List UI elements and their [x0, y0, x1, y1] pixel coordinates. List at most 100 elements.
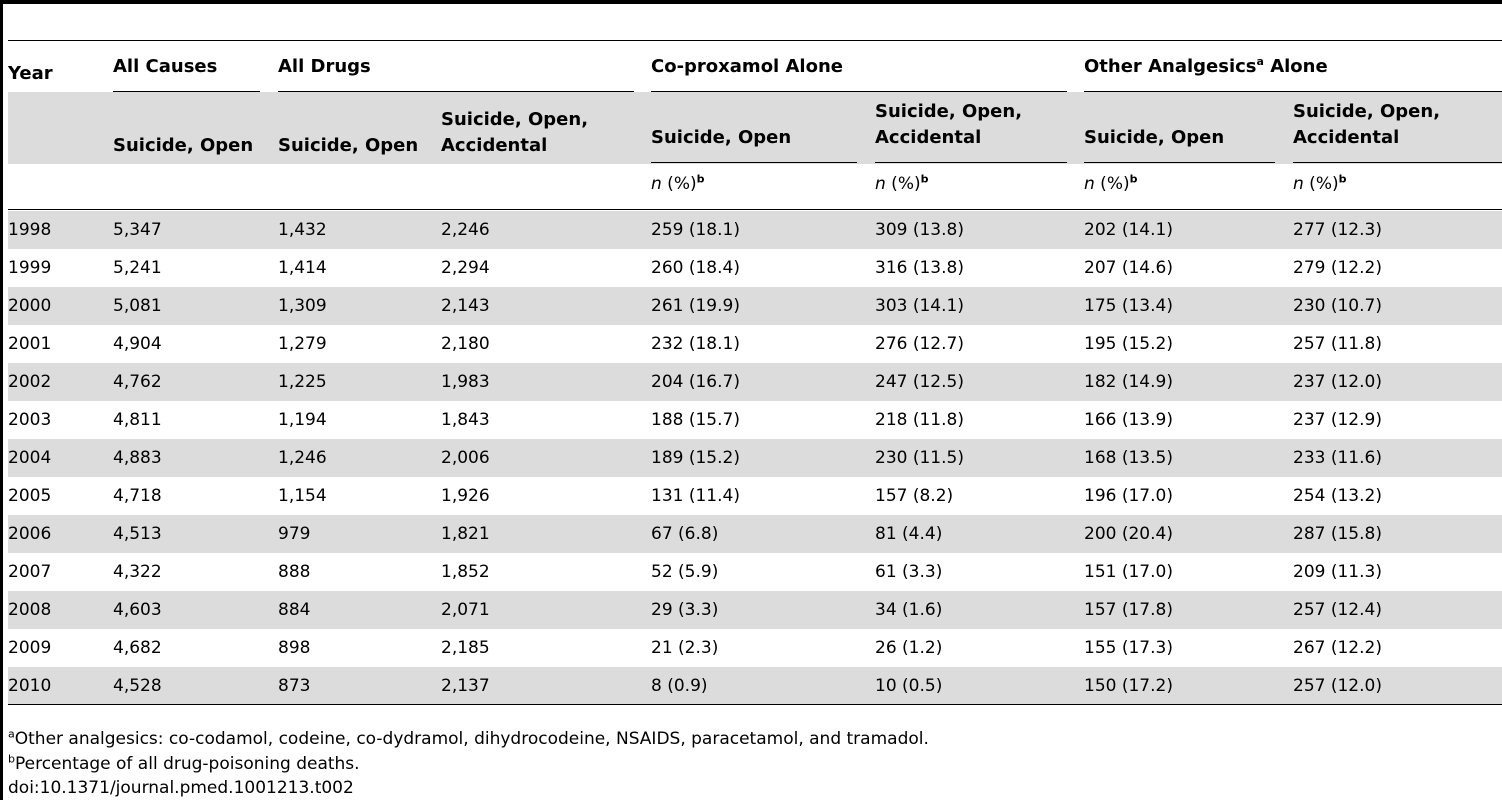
header-year: Year — [8, 63, 53, 84]
cell-year: 2007 — [8, 562, 52, 582]
cell-all-drugs-soa: 1,852 — [441, 562, 490, 582]
cell-all-drugs-so: 888 — [278, 562, 311, 582]
cell-coproxamol-so: 232 (18.1) — [651, 334, 740, 354]
cell-all-causes: 5,241 — [113, 258, 162, 278]
subheader-all-drugs-soa-line2: Accidental — [441, 135, 548, 156]
table-top-rule — [0, 0, 1502, 4]
cell-other-soa: 230 (10.7) — [1293, 296, 1382, 316]
cell-coproxamol-so: 259 (18.1) — [651, 220, 740, 240]
header-other-analgesics-alone: Other Analgesicsa Alone — [1084, 55, 1328, 79]
cell-coproxamol-soa: 303 (14.1) — [875, 296, 964, 316]
cell-coproxamol-soa: 34 (1.6) — [875, 600, 943, 620]
table-row: 2010 4,528 873 2,137 8 (0.9) 10 (0.5) 150 (17.… — [8, 667, 1502, 705]
cell-coproxamol-soa: 157 (8.2) — [875, 486, 954, 506]
cell-coproxamol-so: 131 (11.4) — [651, 486, 740, 506]
cell-other-soa: 277 (12.3) — [1293, 220, 1382, 240]
cell-all-causes: 4,718 — [113, 486, 162, 506]
cell-coproxamol-soa: 276 (12.7) — [875, 334, 964, 354]
cell-all-drugs-soa: 1,983 — [441, 372, 490, 392]
cell-other-so: 200 (20.4) — [1084, 524, 1173, 544]
cell-all-causes: 4,762 — [113, 372, 162, 392]
cp-soa-underline — [875, 162, 1067, 163]
cell-all-drugs-so: 898 — [278, 638, 311, 658]
cell-all-drugs-so: 873 — [278, 676, 311, 696]
cell-all-drugs-so: 979 — [278, 524, 311, 544]
cell-all-drugs-soa: 2,137 — [441, 676, 490, 696]
cell-year: 2003 — [8, 410, 52, 430]
table-row: 2004 4,883 1,246 2,006 189 (15.2) 230 (11.5) 1… — [8, 439, 1502, 477]
cell-year: 2006 — [8, 524, 52, 544]
cell-all-drugs-soa: 2,185 — [441, 638, 490, 658]
cell-coproxamol-soa: 247 (12.5) — [875, 372, 964, 392]
table-row: 2006 4,513 979 1,821 67 (6.8) 81 (4.4) 200 (20… — [8, 515, 1502, 553]
cell-other-soa: 279 (12.2) — [1293, 258, 1382, 278]
cell-coproxamol-so: 189 (15.2) — [651, 448, 740, 468]
cell-other-soa: 237 (12.9) — [1293, 410, 1382, 430]
table-row: 2002 4,762 1,225 1,983 204 (16.7) 247 (12.5) 1… — [8, 363, 1502, 401]
cell-other-so: 150 (17.2) — [1084, 676, 1173, 696]
cell-all-drugs-soa: 2,071 — [441, 600, 490, 620]
cell-all-drugs-so: 1,154 — [278, 486, 327, 506]
cell-all-drugs-soa: 2,143 — [441, 296, 490, 316]
cell-other-so: 166 (13.9) — [1084, 410, 1173, 430]
subheader-all-drugs-soa-line1: Suicide, Open, — [441, 109, 589, 130]
doi: doi:10.1371/journal.pmed.1001213.t002 — [8, 778, 354, 798]
all-drugs-underline — [278, 91, 634, 92]
cell-other-soa: 257 (12.0) — [1293, 676, 1382, 696]
other-analgesics-underline — [1084, 91, 1502, 92]
table-row: 1999 5,241 1,414 2,294 260 (18.4) 316 (13.8) 2… — [8, 249, 1502, 287]
cell-all-causes: 4,513 — [113, 524, 162, 544]
cell-all-causes: 5,081 — [113, 296, 162, 316]
cell-other-soa: 233 (11.6) — [1293, 448, 1382, 468]
unit-cp-so: n (%)b — [651, 172, 705, 194]
cell-coproxamol-soa: 309 (13.8) — [875, 220, 964, 240]
subheader-other-soa-line2: Accidental — [1293, 127, 1400, 148]
cell-all-drugs-so: 884 — [278, 600, 311, 620]
cell-other-soa: 209 (11.3) — [1293, 562, 1382, 582]
cell-all-drugs-soa: 1,926 — [441, 486, 490, 506]
table-bottom-rule — [8, 704, 1502, 705]
cell-coproxamol-soa: 26 (1.2) — [875, 638, 943, 658]
table-row: 2005 4,718 1,154 1,926 131 (11.4) 157 (8.2) 19… — [8, 477, 1502, 515]
footnote-a: aOther analgesics: co-codamol, codeine, … — [8, 727, 929, 749]
table-row: 2003 4,811 1,194 1,843 188 (15.7) 218 (11.8) 1… — [8, 401, 1502, 439]
cell-all-causes: 4,682 — [113, 638, 162, 658]
cell-coproxamol-so: 52 (5.9) — [651, 562, 719, 582]
cell-year: 2002 — [8, 372, 52, 392]
cell-coproxamol-soa: 61 (3.3) — [875, 562, 943, 582]
cell-all-causes: 4,811 — [113, 410, 162, 430]
header-coproxamol-alone: Co-proxamol Alone — [651, 56, 843, 77]
cell-coproxamol-soa: 316 (13.8) — [875, 258, 964, 278]
cell-other-soa: 267 (12.2) — [1293, 638, 1382, 658]
unit-oa-so: n (%)b — [1084, 172, 1138, 194]
cell-other-so: 175 (13.4) — [1084, 296, 1173, 316]
cp-so-underline — [651, 162, 857, 163]
cell-year: 2001 — [8, 334, 52, 354]
cell-all-causes: 4,883 — [113, 448, 162, 468]
subheader-coproxamol-suicide-open: Suicide, Open — [651, 127, 792, 148]
subheader-all-causes-suicide-open: Suicide, Open — [113, 135, 254, 156]
table-row: 1998 5,347 1,432 2,246 259 (18.1) 309 (13.8) 2… — [8, 211, 1502, 249]
cell-year: 2005 — [8, 486, 52, 506]
oa-so-underline — [1084, 162, 1275, 163]
cell-coproxamol-soa: 10 (0.5) — [875, 676, 943, 696]
cell-other-soa: 257 (12.4) — [1293, 600, 1382, 620]
cell-other-soa: 257 (11.8) — [1293, 334, 1382, 354]
cell-year: 2009 — [8, 638, 52, 658]
cell-other-so: 155 (17.3) — [1084, 638, 1173, 658]
cell-year: 1998 — [8, 220, 52, 240]
subheader-other-soa-line1: Suicide, Open, — [1293, 101, 1441, 122]
cell-coproxamol-so: 204 (16.7) — [651, 372, 740, 392]
cell-all-drugs-soa: 2,294 — [441, 258, 490, 278]
cell-coproxamol-so: 261 (19.9) — [651, 296, 740, 316]
cell-other-soa: 287 (15.8) — [1293, 524, 1382, 544]
subheader-all-drugs-suicide-open: Suicide, Open — [278, 135, 419, 156]
coproxamol-underline — [651, 91, 1067, 92]
cell-coproxamol-so: 67 (6.8) — [651, 524, 719, 544]
cell-coproxamol-so: 8 (0.9) — [651, 676, 708, 696]
cell-coproxamol-so: 260 (18.4) — [651, 258, 740, 278]
cell-all-drugs-soa: 2,180 — [441, 334, 490, 354]
cell-other-soa: 254 (13.2) — [1293, 486, 1382, 506]
cell-year: 2000 — [8, 296, 52, 316]
cell-all-drugs-so: 1,309 — [278, 296, 327, 316]
